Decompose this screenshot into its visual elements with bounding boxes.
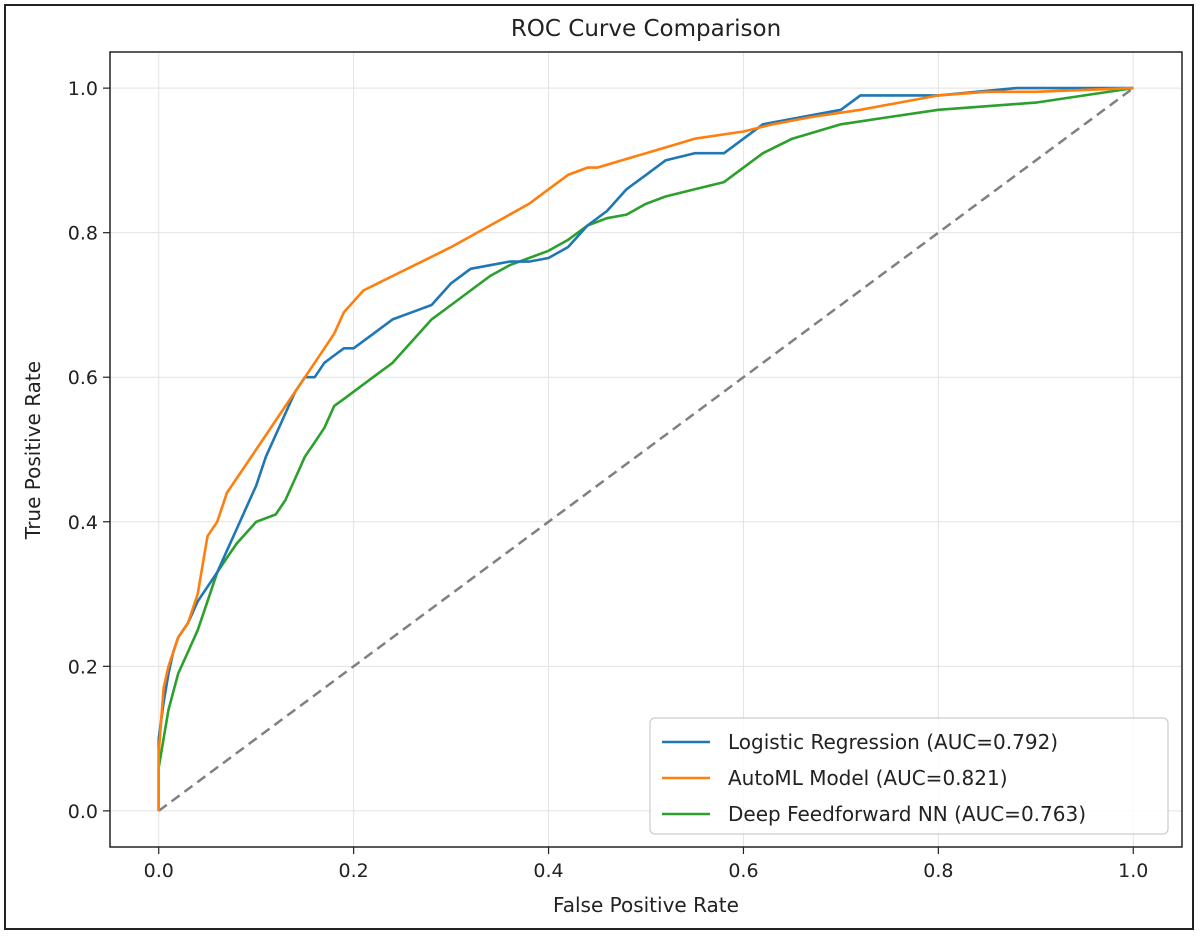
plot-area [109, 51, 1183, 848]
legend-box [649, 717, 1169, 835]
y-tick-label: 0.6 [68, 367, 98, 389]
x-tick-label: 0.0 [144, 860, 174, 882]
x-tick-label: 0.4 [533, 860, 563, 882]
chart-title: ROC Curve Comparison [511, 16, 781, 42]
series-line-logistic-regression [157, 86, 1134, 811]
series-line-automl-model [157, 86, 1134, 811]
legend-label: Deep Feedforward NN (AUC=0.763) [728, 802, 1086, 826]
legend-label: AutoML Model (AUC=0.821) [728, 766, 1008, 790]
chance-diagonal-line [157, 87, 1135, 812]
y-axis-label: True Positive Rate [21, 361, 45, 540]
series-layer [157, 86, 1135, 812]
y-tick-label: 0.0 [68, 801, 98, 823]
x-tick-label: 0.6 [728, 860, 758, 882]
legend-label: Logistic Regression (AUC=0.792) [728, 730, 1058, 754]
y-tick-label: 0.8 [68, 223, 98, 245]
x-tick-label: 0.2 [339, 860, 369, 882]
y-axis-ticks: 0.0 0.2 0.4 0.6 0.8 1.0 [68, 78, 110, 823]
y-tick-label: 1.0 [68, 78, 98, 100]
legend: Logistic Regression (AUC=0.792) AutoML Mo… [649, 717, 1169, 835]
x-tick-label: 1.0 [1118, 860, 1148, 882]
x-tick-label: 0.8 [923, 860, 953, 882]
x-axis-label: False Positive Rate [553, 893, 739, 917]
x-axis-ticks: 0.0 0.2 0.4 0.6 0.8 1.0 [144, 847, 1148, 882]
y-tick-label: 0.2 [68, 656, 98, 678]
y-tick-label: 0.4 [68, 512, 98, 534]
